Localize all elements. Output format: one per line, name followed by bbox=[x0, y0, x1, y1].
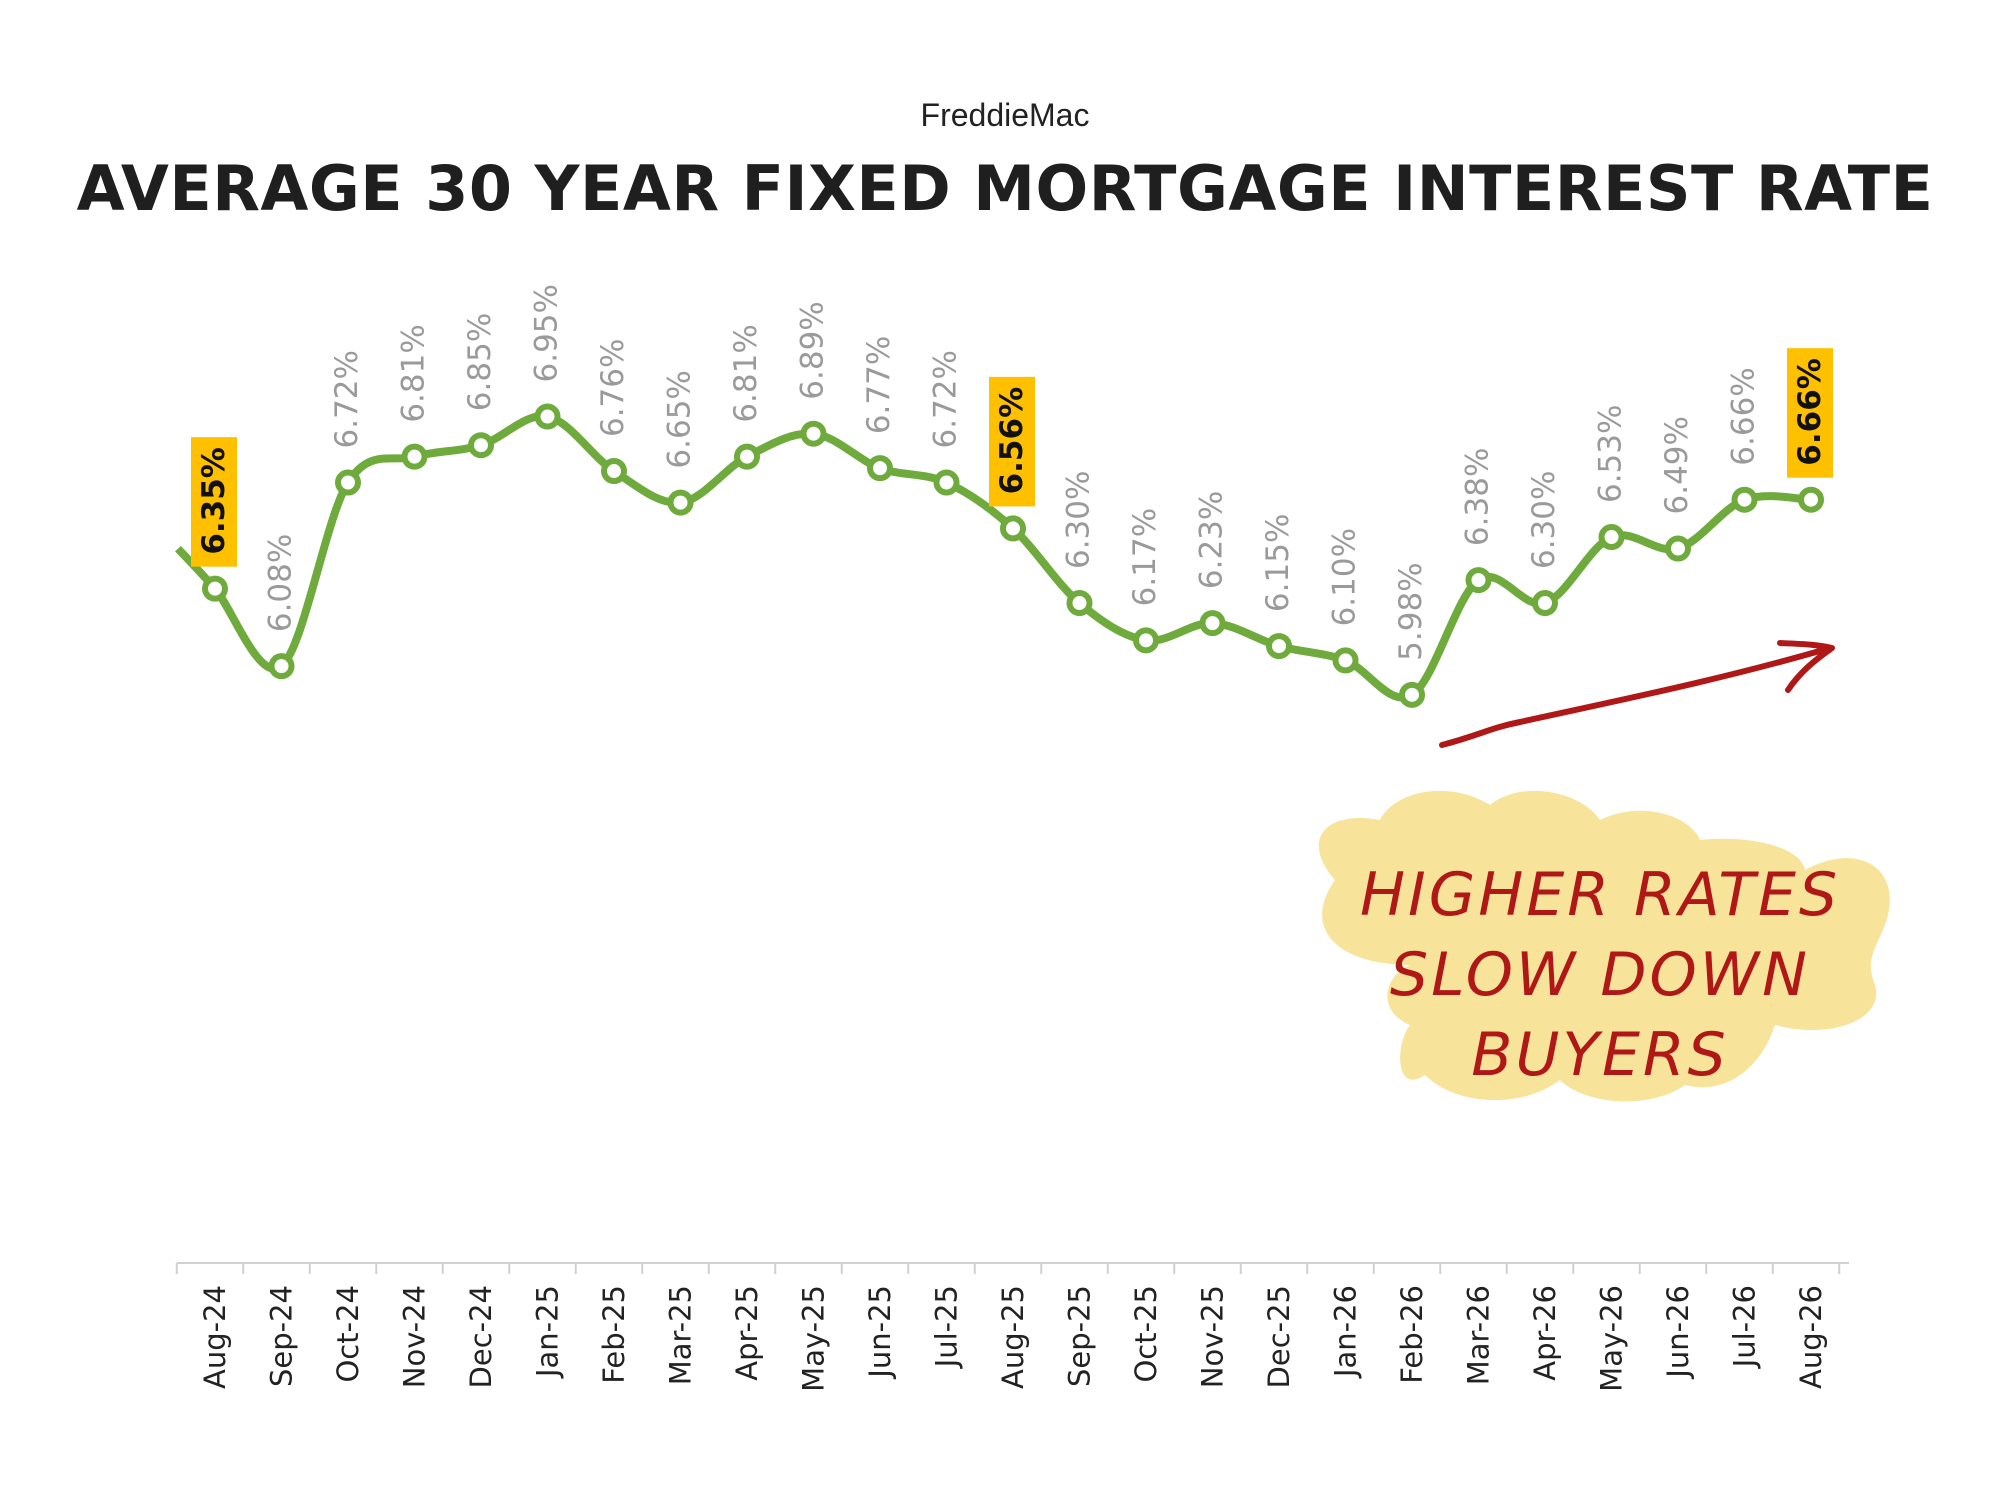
x-tick-label: Apr-25 bbox=[730, 1285, 764, 1381]
data-label: 6.23% bbox=[1194, 491, 1230, 589]
data-point bbox=[401, 443, 428, 470]
data-label: 6.49% bbox=[1659, 416, 1695, 514]
x-tick-label: Feb-25 bbox=[597, 1285, 631, 1384]
x-tick-label: Jan-26 bbox=[1329, 1285, 1363, 1379]
x-tick-label: Dec-25 bbox=[1262, 1285, 1296, 1388]
data-label: 6.35% bbox=[196, 447, 232, 555]
annotation-line-1: HIGHER RATES bbox=[1360, 860, 1840, 930]
x-tick-label: Sep-24 bbox=[265, 1285, 299, 1387]
data-point bbox=[1465, 567, 1492, 594]
data-label: 6.95% bbox=[529, 284, 565, 382]
data-label: 6.17% bbox=[1127, 508, 1163, 606]
data-point bbox=[867, 455, 893, 482]
data-label: 6.30% bbox=[1061, 471, 1097, 569]
data-label: 6.15% bbox=[1260, 514, 1296, 612]
x-axis bbox=[175, 1262, 1849, 1274]
data-label: 6.81% bbox=[396, 324, 432, 422]
x-tick-label: Jan-25 bbox=[531, 1285, 565, 1379]
data-label: 6.81% bbox=[728, 324, 764, 422]
data-point bbox=[1133, 627, 1159, 654]
data-label: 6.08% bbox=[263, 534, 299, 632]
x-tick-label: Aug-25 bbox=[996, 1285, 1030, 1389]
data-point bbox=[202, 575, 228, 602]
x-tick-label: May-26 bbox=[1595, 1285, 1629, 1392]
data-point bbox=[601, 458, 627, 485]
data-label: 6.89% bbox=[795, 301, 831, 399]
data-point bbox=[1798, 486, 1824, 513]
x-tick-label: Sep-25 bbox=[1063, 1285, 1097, 1387]
data-label: 6.53% bbox=[1593, 405, 1629, 503]
data-labels: 6.35% 6.08% 6.72% 6.81% 6.85% 6.95% 6.76% 6.65%… bbox=[191, 284, 1833, 661]
x-tick-label: Mar-25 bbox=[664, 1285, 698, 1385]
data-point bbox=[468, 432, 494, 459]
x-tick-label: Jul-25 bbox=[930, 1285, 964, 1369]
annotation-bubble bbox=[1318, 790, 1890, 1102]
data-label-highlight bbox=[1787, 348, 1833, 478]
data-label: 6.72% bbox=[928, 350, 964, 448]
data-label: 6.72% bbox=[329, 350, 365, 448]
annotation-line-3: BUYERS bbox=[1471, 1020, 1728, 1090]
data-label: 6.56% bbox=[994, 387, 1030, 495]
annotation-line-2: SLOW DOWN bbox=[1390, 940, 1810, 1010]
x-tick-label: Nov-25 bbox=[1196, 1285, 1230, 1388]
annotation: HIGHER RATES SLOW DOWN BUYERS bbox=[1318, 640, 1890, 1102]
data-label: 6.76% bbox=[595, 339, 631, 437]
x-tick-label: Aug-26 bbox=[1794, 1285, 1828, 1389]
data-point bbox=[1598, 524, 1625, 551]
chart-subtitle: FreddieMac bbox=[921, 97, 1090, 133]
data-label: 6.77% bbox=[861, 336, 897, 434]
data-point bbox=[1332, 647, 1359, 674]
x-tick-label: Oct-24 bbox=[331, 1285, 365, 1383]
data-points bbox=[202, 403, 1824, 708]
data-label: 6.85% bbox=[462, 313, 498, 411]
data-point bbox=[734, 443, 760, 470]
data-label: 6.38% bbox=[1460, 448, 1496, 546]
x-axis-labels: Aug-24 Sep-24 Oct-24 Nov-24 Dec-24 Jan-25 Feb-… bbox=[198, 1285, 1828, 1392]
data-label: 6.10% bbox=[1327, 528, 1363, 626]
x-tick-label: Jun-25 bbox=[863, 1285, 897, 1380]
data-point bbox=[335, 469, 361, 496]
data-point bbox=[1066, 590, 1093, 617]
x-tick-label: Oct-25 bbox=[1129, 1285, 1163, 1383]
x-tick-label: Nov-24 bbox=[398, 1285, 432, 1388]
data-point bbox=[667, 489, 694, 516]
data-point bbox=[534, 403, 561, 430]
x-tick-label: Mar-26 bbox=[1462, 1285, 1496, 1385]
data-label: 6.30% bbox=[1526, 471, 1562, 569]
data-point bbox=[1665, 535, 1691, 562]
trend-arrow bbox=[1439, 640, 1835, 748]
x-tick-label: Apr-26 bbox=[1528, 1285, 1562, 1381]
x-tick-label: May-25 bbox=[797, 1285, 831, 1392]
x-tick-label: Dec-24 bbox=[464, 1285, 498, 1388]
data-label: 6.66% bbox=[1792, 358, 1828, 466]
data-point bbox=[268, 653, 295, 680]
data-point bbox=[1199, 610, 1226, 637]
x-tick-label: Feb-26 bbox=[1395, 1285, 1429, 1384]
data-label: 5.98% bbox=[1393, 562, 1429, 660]
x-tick-label: Jul-26 bbox=[1728, 1285, 1762, 1369]
data-label: 6.66% bbox=[1726, 367, 1762, 465]
data-point bbox=[1399, 681, 1425, 708]
data-label: 6.65% bbox=[662, 370, 698, 468]
data-point bbox=[1532, 590, 1558, 617]
data-label-highlight bbox=[191, 437, 237, 567]
data-point bbox=[1266, 633, 1292, 660]
chart-title: AVERAGE 30 YEAR FIXED MORTGAGE INTEREST … bbox=[77, 152, 1934, 225]
x-tick-label: Aug-24 bbox=[198, 1285, 232, 1389]
data-point bbox=[1731, 486, 1758, 513]
data-label-highlight bbox=[989, 376, 1035, 507]
data-point bbox=[800, 420, 827, 447]
data-point bbox=[1000, 515, 1026, 542]
x-tick-label: Jun-26 bbox=[1661, 1285, 1695, 1380]
data-point bbox=[933, 469, 960, 496]
